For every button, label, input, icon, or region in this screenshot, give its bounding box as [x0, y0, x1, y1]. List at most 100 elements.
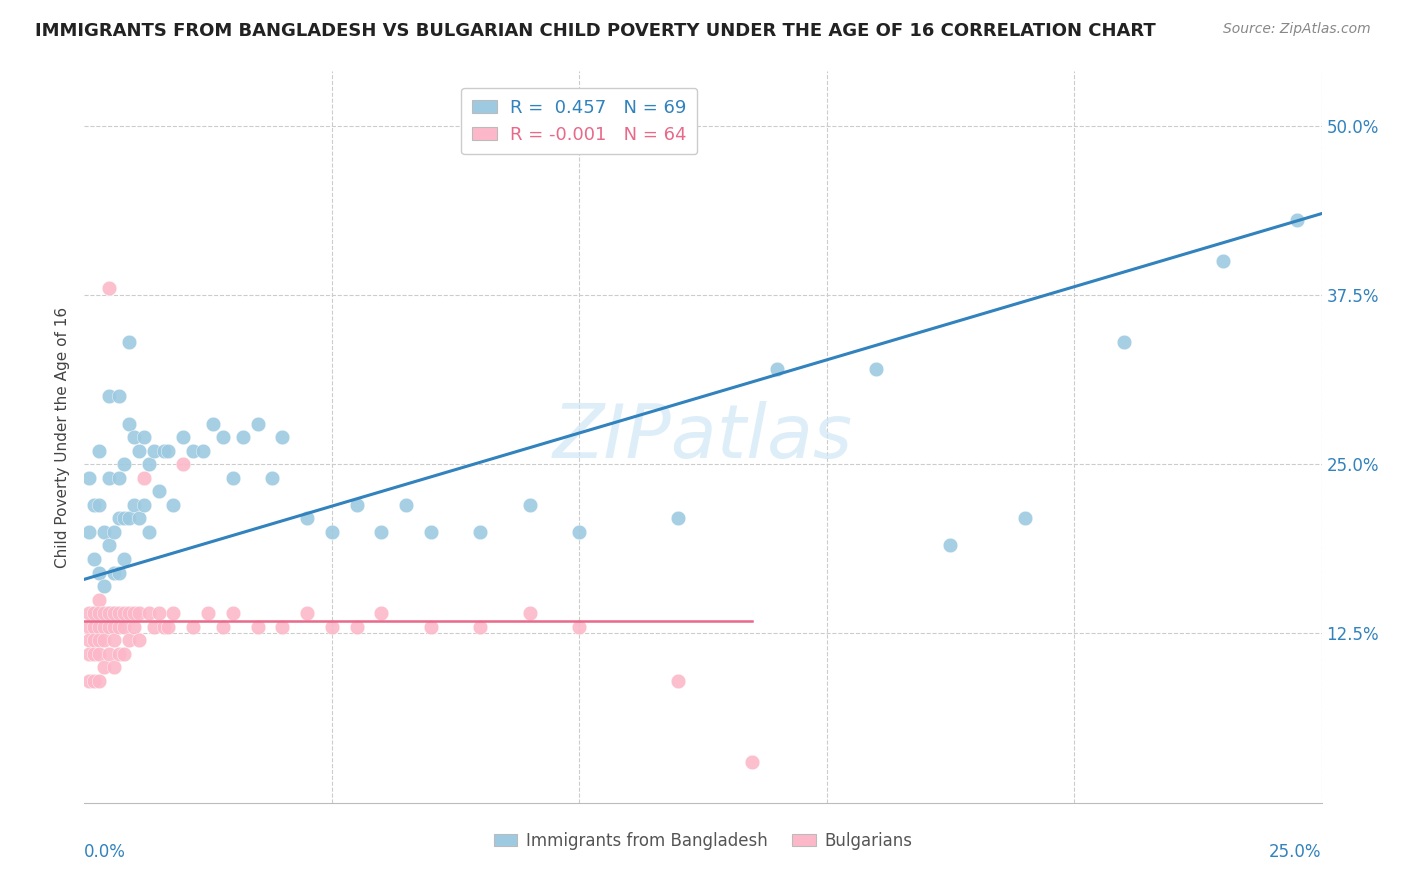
Point	[122, 430, 145, 444]
Point	[1212, 254, 1234, 268]
Point	[83, 647, 105, 661]
Point	[103, 566, 125, 580]
Point	[118, 511, 141, 525]
Point	[89, 647, 111, 661]
Legend: Immigrants from Bangladesh, Bulgarians: Immigrants from Bangladesh, Bulgarians	[488, 825, 918, 856]
Point	[93, 524, 115, 539]
Point	[470, 524, 492, 539]
Point	[108, 620, 131, 634]
Point	[191, 443, 214, 458]
Point	[98, 647, 121, 661]
Point	[112, 457, 135, 471]
Point	[93, 660, 115, 674]
Point	[79, 647, 101, 661]
Point	[89, 498, 111, 512]
Point	[103, 633, 125, 648]
Point	[89, 606, 111, 620]
Point	[939, 538, 962, 552]
Text: 0.0%: 0.0%	[84, 843, 127, 861]
Point	[157, 620, 180, 634]
Point	[108, 471, 131, 485]
Point	[108, 389, 131, 403]
Text: ZIPatlas: ZIPatlas	[553, 401, 853, 473]
Point	[142, 620, 165, 634]
Point	[112, 511, 135, 525]
Point	[212, 620, 235, 634]
Point	[370, 606, 392, 620]
Text: Source: ZipAtlas.com: Source: ZipAtlas.com	[1223, 22, 1371, 37]
Point	[138, 457, 160, 471]
Point	[118, 335, 141, 350]
Point	[271, 430, 294, 444]
Point	[98, 538, 121, 552]
Point	[89, 443, 111, 458]
Point	[79, 620, 101, 634]
Point	[148, 484, 170, 499]
Point	[122, 606, 145, 620]
Point	[98, 606, 121, 620]
Text: 25.0%: 25.0%	[1270, 843, 1322, 861]
Point	[89, 673, 111, 688]
Point	[519, 498, 541, 512]
Point	[222, 606, 245, 620]
Point	[202, 417, 225, 431]
Point	[98, 620, 121, 634]
Point	[108, 511, 131, 525]
Point	[142, 443, 165, 458]
Point	[346, 620, 368, 634]
Point	[112, 606, 135, 620]
Point	[212, 430, 235, 444]
Point	[321, 620, 343, 634]
Point	[108, 566, 131, 580]
Point	[93, 633, 115, 648]
Point	[172, 430, 194, 444]
Point	[89, 633, 111, 648]
Point	[79, 606, 101, 620]
Point	[666, 511, 689, 525]
Point	[181, 620, 204, 634]
Point	[1112, 335, 1135, 350]
Point	[93, 579, 115, 593]
Point	[128, 511, 150, 525]
Point	[112, 647, 135, 661]
Point	[98, 389, 121, 403]
Point	[295, 511, 318, 525]
Point	[122, 498, 145, 512]
Y-axis label: Child Poverty Under the Age of 16: Child Poverty Under the Age of 16	[55, 307, 70, 567]
Point	[148, 606, 170, 620]
Point	[122, 620, 145, 634]
Point	[138, 606, 160, 620]
Point	[103, 606, 125, 620]
Point	[271, 620, 294, 634]
Point	[118, 417, 141, 431]
Point	[766, 362, 789, 376]
Point	[1285, 213, 1308, 227]
Point	[138, 524, 160, 539]
Point	[128, 443, 150, 458]
Point	[246, 620, 269, 634]
Point	[519, 606, 541, 620]
Point	[103, 606, 125, 620]
Point	[83, 673, 105, 688]
Point	[112, 620, 135, 634]
Point	[83, 552, 105, 566]
Point	[103, 660, 125, 674]
Point	[103, 524, 125, 539]
Point	[98, 471, 121, 485]
Point	[89, 592, 111, 607]
Point	[98, 281, 121, 295]
Point	[152, 443, 174, 458]
Point	[741, 755, 763, 769]
Point	[83, 633, 105, 648]
Point	[79, 471, 101, 485]
Point	[419, 524, 441, 539]
Point	[89, 566, 111, 580]
Point	[232, 430, 254, 444]
Point	[666, 673, 689, 688]
Point	[1014, 511, 1036, 525]
Point	[470, 620, 492, 634]
Point	[128, 606, 150, 620]
Point	[83, 606, 105, 620]
Point	[132, 430, 155, 444]
Point	[865, 362, 887, 376]
